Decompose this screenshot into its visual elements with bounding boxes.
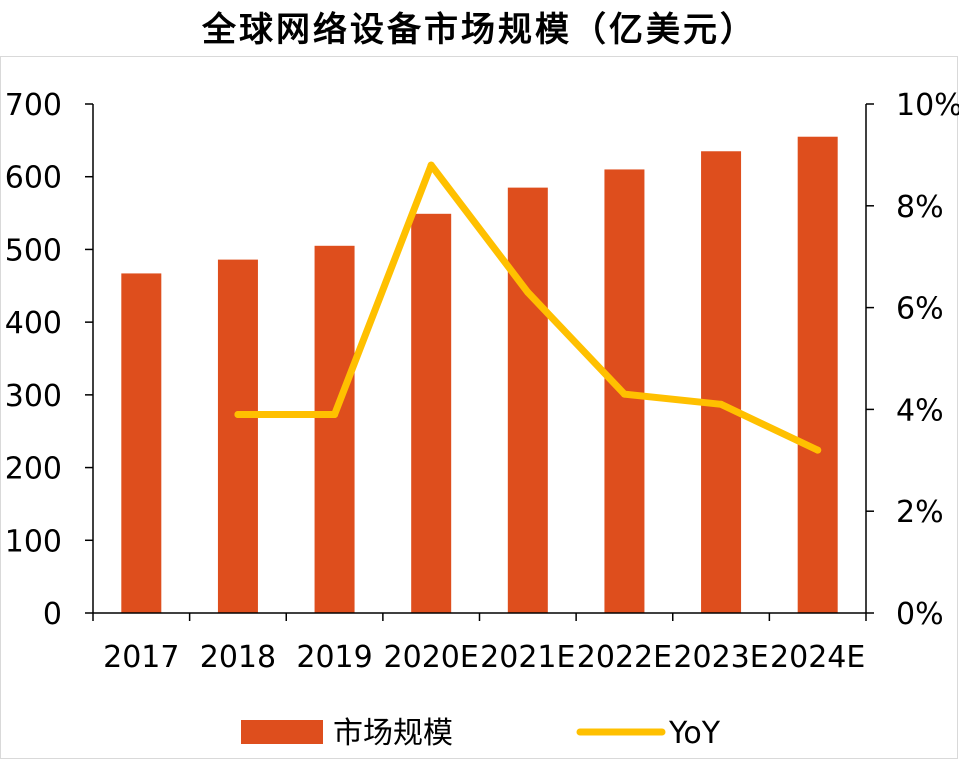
right-tick-label: 2%: [896, 495, 944, 530]
left-tick-label: 700: [5, 88, 62, 123]
legend: 市场规模 YoY: [241, 716, 721, 751]
axes-group: 0 100 200 300 400 500 600 700 0% 2% 4% 6% 8% 10% 2017 2…: [5, 88, 959, 675]
right-tick-label: 4%: [896, 393, 944, 428]
bar-2018: [217, 259, 258, 613]
left-tick-label: 100: [5, 524, 62, 559]
yoy-point-2023E: [717, 400, 725, 408]
x-tick-label-2023E: 2023E: [673, 640, 768, 675]
right-tick-label: 6%: [896, 292, 944, 327]
left-tick-label: 600: [5, 161, 62, 196]
yoy-line-group: [234, 161, 822, 454]
x-tick-label-2019: 2019: [296, 640, 372, 675]
chart-title: 全球网络设备市场规模（亿美元）: [202, 10, 757, 50]
bar-2020E: [411, 213, 452, 613]
x-tick-label-2018: 2018: [200, 640, 276, 675]
yoy-point-2018: [234, 410, 242, 418]
yoy-point-2022E: [620, 390, 628, 398]
bar-2019: [314, 245, 355, 614]
bar-2024E: [797, 136, 838, 613]
x-tick-label-2021E: 2021E: [480, 640, 575, 675]
x-tick-label-2020E: 2020E: [384, 640, 479, 675]
left-tick-label: 200: [5, 452, 62, 487]
bar-2021E: [507, 187, 548, 613]
legend-bar-swatch: [241, 720, 323, 744]
legend-bar-label: 市场规模: [333, 716, 453, 751]
yoy-point-2024E: [814, 446, 822, 454]
x-tick-label-2024E: 2024E: [770, 640, 865, 675]
right-tick-label: 8%: [896, 190, 944, 225]
right-tick-label: 0%: [896, 597, 944, 632]
yoy-point-2019: [331, 410, 339, 418]
left-tick-label: 500: [5, 233, 62, 268]
left-tick-label: 400: [5, 306, 62, 341]
x-tick-label-2022E: 2022E: [577, 640, 672, 675]
bar-2017: [121, 273, 162, 613]
yoy-point-2020E: [427, 161, 435, 169]
x-tick-label-2017: 2017: [103, 640, 179, 675]
bar-series-group: [121, 136, 838, 614]
chart-frame: [0, 56, 958, 759]
left-tick-label: 0: [43, 597, 62, 632]
right-tick-label: 10%: [896, 88, 959, 123]
bar-2023E: [701, 151, 742, 613]
left-tick-label: 300: [5, 379, 62, 414]
yoy-point-2021E: [524, 288, 532, 296]
legend-line-label: YoY: [668, 716, 721, 751]
